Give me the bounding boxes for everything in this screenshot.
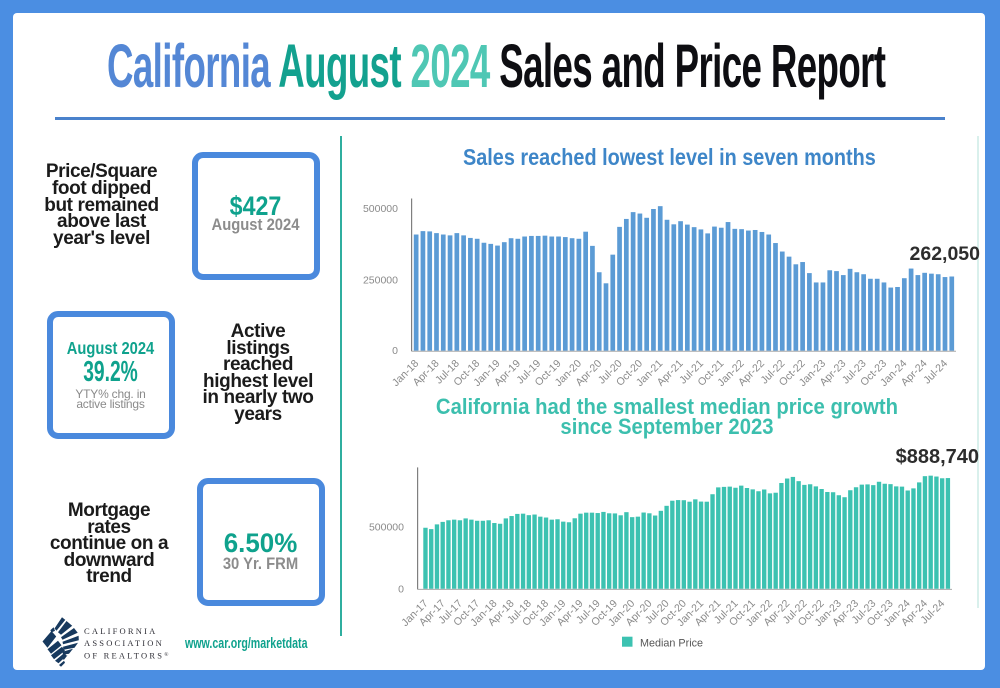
svg-text:0: 0 [398,583,404,595]
svg-text:250000: 250000 [363,274,398,286]
svg-text:0: 0 [392,345,398,357]
svg-text:500000: 500000 [369,522,404,534]
svg-text:500000: 500000 [363,203,398,215]
svg-text:Median Price: Median Price [640,637,703,649]
svg-text:Jul-24: Jul-24 [921,358,950,387]
